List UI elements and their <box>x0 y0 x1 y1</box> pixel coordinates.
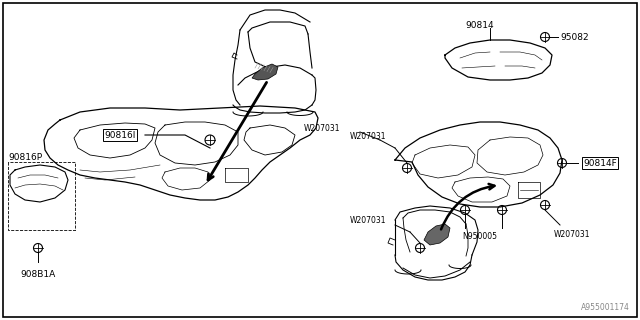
Text: W207031: W207031 <box>554 230 590 239</box>
Text: 908B1A: 908B1A <box>20 270 56 279</box>
Text: 90816I: 90816I <box>104 131 136 140</box>
Text: 90816P: 90816P <box>8 153 42 162</box>
Text: 90814F: 90814F <box>583 158 617 167</box>
Text: N950005: N950005 <box>463 232 497 241</box>
Polygon shape <box>424 224 450 245</box>
Text: W207031: W207031 <box>349 215 387 225</box>
Polygon shape <box>252 64 278 80</box>
Text: 90814: 90814 <box>465 20 493 29</box>
Text: W207031: W207031 <box>349 132 387 140</box>
Text: A955001174: A955001174 <box>581 303 630 312</box>
Text: 95082: 95082 <box>560 33 589 42</box>
Text: W207031: W207031 <box>303 124 340 132</box>
